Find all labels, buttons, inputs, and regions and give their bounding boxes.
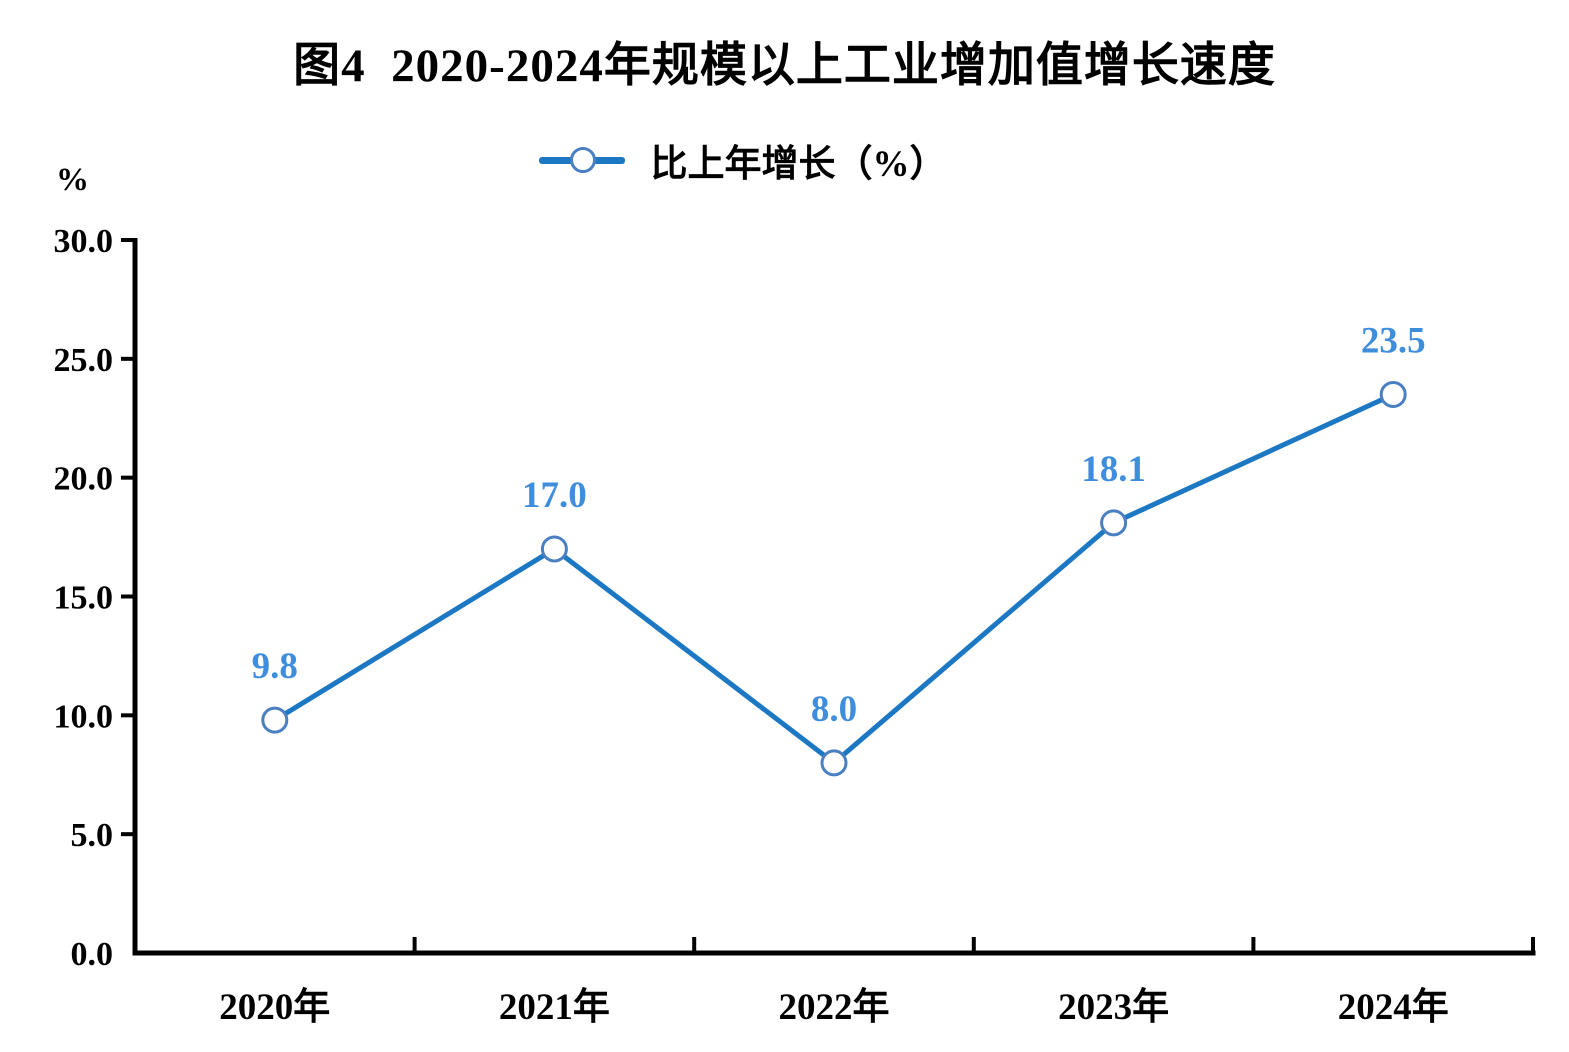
x-axis-tick-label: 2021年 xyxy=(499,986,610,1028)
y-axis-tick-label: 0.0 xyxy=(71,936,114,973)
legend-line-marker-icon xyxy=(538,146,625,174)
legend: 比上年增长（%） xyxy=(0,132,1569,188)
y-axis-tick-label: 25.0 xyxy=(54,342,114,379)
data-point-label: 18.1 xyxy=(1081,449,1146,490)
data-point-marker xyxy=(1379,380,1407,408)
y-axis-tick-label: 5.0 xyxy=(71,817,114,854)
legend-circle-marker-icon xyxy=(569,147,596,173)
data-point-marker xyxy=(1100,509,1128,537)
chart-title: 图4 2020-2024年规模以上工业增加值增长速度 xyxy=(293,40,1276,92)
data-point-label: 23.5 xyxy=(1361,320,1426,361)
x-axis-tick-label: 2020年 xyxy=(219,986,330,1028)
data-point-marker xyxy=(540,535,568,563)
legend-label: 比上年增长（%） xyxy=(650,144,947,185)
x-axis-tick-label: 2022年 xyxy=(779,986,890,1028)
data-point-label: 9.8 xyxy=(252,646,298,687)
y-axis-tick-label: 30.0 xyxy=(54,223,114,260)
data-point-marker xyxy=(820,749,848,777)
data-point-label: 17.0 xyxy=(522,475,587,516)
y-axis-tick-label: 15.0 xyxy=(54,580,114,617)
y-axis-tick-label: 20.0 xyxy=(54,461,114,498)
data-point-marker xyxy=(261,706,289,734)
x-axis-tick-label: 2024年 xyxy=(1338,986,1449,1028)
y-axis-tick-label: 10.0 xyxy=(54,698,114,735)
x-axis-tick-label: 2023年 xyxy=(1058,986,1169,1028)
data-point-label: 8.0 xyxy=(811,689,857,730)
y-axis-unit-label: % xyxy=(56,162,89,198)
legend-entry: 比上年增长（%） xyxy=(538,132,947,188)
